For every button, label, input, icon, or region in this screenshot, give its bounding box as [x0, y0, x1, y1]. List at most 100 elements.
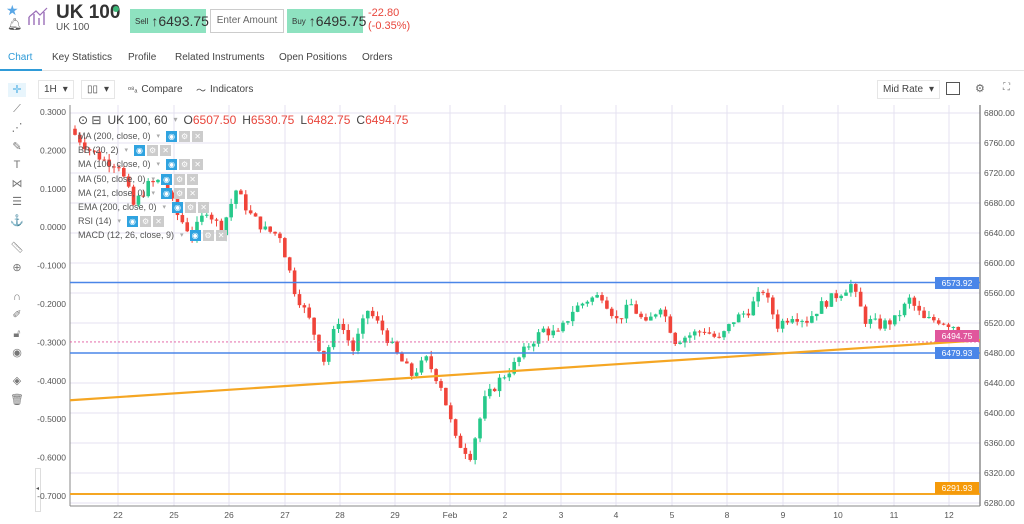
amount-input[interactable]: Enter Amount: [210, 9, 284, 33]
collapse-sidebar-handle[interactable]: ◂: [35, 468, 41, 512]
indicator-label[interactable]: BB (20, 2): [78, 145, 119, 156]
crosshair-icon[interactable]: ✛: [8, 83, 26, 97]
remove-x-icon[interactable]: ✕: [160, 145, 172, 157]
indicator-label[interactable]: MA (200, close, 0): [78, 131, 151, 141]
indicators-button[interactable]: 〜 Indicators: [196, 80, 253, 99]
alert-bell-icon[interactable]: 🔔︎: [7, 17, 23, 31]
layers-icon[interactable]: ◈: [12, 375, 22, 387]
visibility-eye-icon[interactable]: ◉: [166, 131, 178, 142]
buy-button[interactable]: Buy ↑ 6495.75: [287, 9, 366, 33]
lock-icon[interactable]: 🔓︎: [13, 328, 21, 340]
x-axis-tick-label: 29: [390, 510, 400, 520]
zoom-in-icon[interactable]: ⊕: [12, 262, 22, 274]
indicator-label[interactable]: MACD (12, 26, close, 9): [78, 230, 175, 241]
chart-type-select[interactable]: ▯▯ ▾: [81, 80, 116, 99]
tab-related-instruments[interactable]: Related Instruments: [175, 52, 265, 63]
settings-gear-icon[interactable]: ⚙: [140, 216, 152, 228]
sell-button[interactable]: Sell ↑ 6493.75: [130, 9, 209, 33]
x-axis-tick-label: 28: [335, 510, 345, 520]
projection-tool-icon[interactable]: ☰: [12, 196, 22, 208]
visibility-eye-icon[interactable]: ◉: [134, 145, 146, 157]
trash-icon[interactable]: 🗑︎: [10, 394, 24, 406]
remove-x-icon[interactable]: ✕: [192, 131, 204, 142]
tab-open-positions[interactable]: Open Positions: [279, 52, 347, 63]
caret-down-icon[interactable]: ▾: [124, 147, 129, 155]
pattern-tool-icon[interactable]: ⋈: [11, 178, 23, 190]
candle-body: [517, 357, 521, 362]
settings-gear-icon[interactable]: ⚙: [975, 83, 985, 95]
tab-chart[interactable]: Chart: [8, 52, 33, 63]
caret-down-icon[interactable]: ▾: [162, 204, 167, 211]
x-axis-tick-label: 8: [725, 510, 730, 520]
indicator-label[interactable]: RSI (14): [78, 216, 112, 227]
candle-body: [575, 305, 580, 312]
candle-body: [849, 284, 853, 293]
indicator-label[interactable]: EMA (200, close, 0): [78, 202, 157, 212]
candle-body: [839, 295, 843, 299]
caret-down-icon[interactable]: ▾: [156, 133, 161, 140]
compare-button[interactable]: ᵒ⁸ₐ Compare: [128, 80, 183, 99]
candle-body: [619, 318, 624, 320]
visibility-eye-icon[interactable]: ◉: [161, 187, 173, 199]
price-change: -22.80: [368, 7, 400, 19]
remove-x-icon[interactable]: ✕: [198, 202, 210, 213]
caret-down-icon[interactable]: ▾: [151, 189, 156, 197]
collapse-legend-icon[interactable]: ⊙ ⊟: [78, 113, 102, 127]
price-type-select[interactable]: Mid Rate ▾: [877, 80, 941, 99]
candle-body: [326, 347, 331, 362]
settings-gear-icon[interactable]: ⚙: [174, 187, 186, 199]
trendline-tool-icon[interactable]: ⟋: [13, 103, 21, 115]
visibility-eye-icon[interactable]: ◉: [172, 202, 184, 213]
visibility-eye-icon[interactable]: ◉: [161, 173, 173, 185]
settings-gear-icon[interactable]: ⚙: [147, 145, 159, 157]
indicator-label[interactable]: MA (50, close, 0): [78, 173, 146, 184]
anchor-icon[interactable]: ⚓: [10, 215, 24, 227]
fib-tool-icon[interactable]: ⋰: [11, 122, 23, 134]
arrow-up-icon: ↑: [151, 13, 159, 29]
visibility-eye-icon[interactable]: ◉: [127, 216, 139, 228]
star-icon[interactable]: ★: [6, 2, 19, 18]
candle-body: [531, 343, 536, 347]
price-change-percent: (-0.35%): [368, 20, 411, 32]
brush-tool-icon[interactable]: ✎: [12, 141, 22, 153]
tab-orders[interactable]: Orders: [362, 52, 393, 63]
caret-down-icon[interactable]: ▾: [180, 232, 184, 240]
remove-x-icon[interactable]: ✕: [187, 173, 199, 185]
caret-down-icon[interactable]: ▾: [151, 175, 156, 183]
interval-select[interactable]: 1H ▾: [38, 80, 74, 99]
candle-body: [126, 176, 131, 187]
visibility-eye-icon[interactable]: ◉: [189, 230, 201, 242]
eye-icon[interactable]: ◉: [12, 347, 22, 359]
settings-gear-icon[interactable]: ⚙: [202, 230, 214, 242]
caret-down-icon[interactable]: ▾: [117, 218, 122, 226]
candle-body: [751, 301, 756, 316]
indicator-label[interactable]: MA (21, close, 0): [78, 187, 146, 198]
candle-body: [834, 293, 839, 299]
visibility-eye-icon[interactable]: ◉: [166, 159, 178, 171]
candle-body: [634, 304, 638, 314]
candle-body: [536, 332, 541, 344]
remove-x-icon[interactable]: ✕: [187, 187, 199, 199]
tab-profile[interactable]: Profile: [128, 52, 157, 63]
magnet-icon[interactable]: ∩: [13, 291, 21, 303]
indicator-label[interactable]: MA (100, close, 0): [78, 159, 151, 170]
settings-gear-icon[interactable]: ⚙: [179, 131, 191, 142]
settings-gear-icon[interactable]: ⚙: [174, 173, 186, 185]
candle-body: [331, 328, 336, 348]
caret-down-icon[interactable]: ▾: [156, 161, 161, 169]
remove-x-icon[interactable]: ✕: [153, 216, 165, 228]
remove-x-icon[interactable]: ✕: [192, 159, 204, 171]
lock-drawing-icon[interactable]: ✐: [12, 309, 22, 321]
candle-body: [439, 381, 443, 388]
candle-body: [570, 311, 575, 322]
ruler-icon[interactable]: 📏︎: [10, 242, 24, 254]
fullscreen-icon[interactable]: ⛶: [1003, 82, 1010, 93]
settings-gear-icon[interactable]: ⚙: [179, 159, 191, 171]
text-tool-icon[interactable]: T: [13, 159, 21, 171]
right-axis-tick-label: 6800.00: [984, 108, 1015, 118]
remove-x-icon[interactable]: ✕: [215, 230, 227, 242]
tab-key-statistics[interactable]: Key Statistics: [52, 52, 113, 63]
settings-gear-icon[interactable]: ⚙: [185, 202, 197, 213]
snapshot-button[interactable]: [946, 82, 960, 95]
